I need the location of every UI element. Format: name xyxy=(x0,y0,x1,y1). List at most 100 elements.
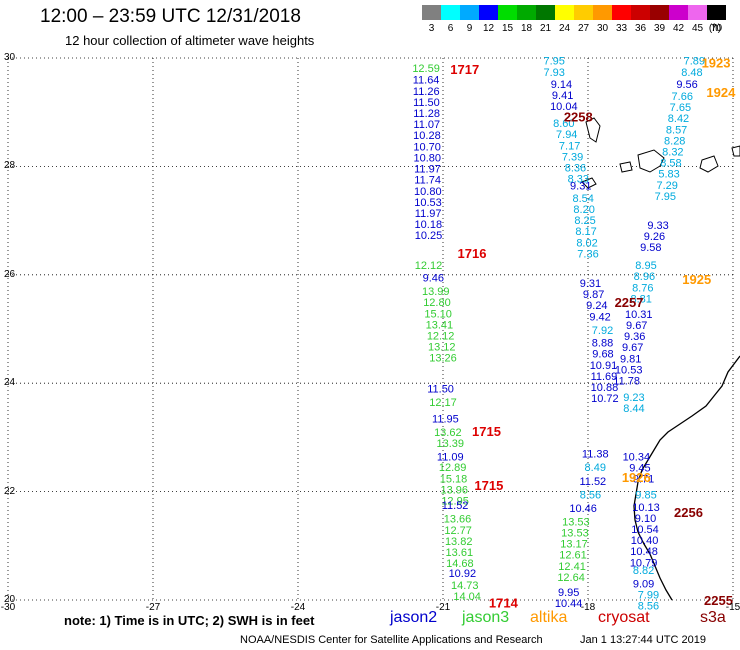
wave-height-value: 11.26 xyxy=(413,86,440,98)
wave-height-value: 8.96 xyxy=(634,271,655,283)
wave-height-value: 5.83 xyxy=(658,169,679,181)
pass-time-label: 2257 xyxy=(615,295,644,310)
wave-height-value: 9.56 xyxy=(676,79,697,91)
wave-height-value: 13.41 xyxy=(426,319,454,331)
wave-height-value: 7.93 xyxy=(543,67,564,79)
wave-height-value: 10.54 xyxy=(631,524,659,536)
wave-height-value: 12.64 xyxy=(557,572,585,584)
pass-time-labels: 1717 1716 1715 1715 1714 2258 2257 2256 2255 1923… xyxy=(450,55,736,610)
scale-swatch xyxy=(669,5,688,20)
wave-height-value: 11.78 xyxy=(613,375,640,387)
pass-time-label: 2255 xyxy=(704,593,733,608)
wave-height-value: 8.32 xyxy=(662,146,683,158)
scale-label: 39 xyxy=(653,23,666,34)
wave-height-value: 8.58 xyxy=(660,158,681,170)
wave-height-value: 13.39 xyxy=(436,438,464,450)
scale-label: 3 xyxy=(428,23,435,34)
wave-height-value: 11.52 xyxy=(579,476,606,488)
pass-time-label: 1924 xyxy=(706,85,736,100)
lon-label: -24 xyxy=(290,602,306,613)
scale-unit: (ft) xyxy=(708,23,722,34)
scale-label: 30 xyxy=(596,23,609,34)
pass-time-label: 1925 xyxy=(682,272,711,287)
wave-height-value: 9.23 xyxy=(623,392,644,404)
wave-height-value: 11.28 xyxy=(413,108,440,120)
wave-height-value: 8.88 xyxy=(592,338,613,350)
wave-height-value: 8.28 xyxy=(664,135,685,147)
wave-height-value: 9.95 xyxy=(558,587,579,599)
wave-height-value: 7.65 xyxy=(670,102,691,114)
wave-height-value: 9.58 xyxy=(640,242,661,254)
pass-time-label: 1715 xyxy=(472,424,501,439)
scale-label: 27 xyxy=(577,23,590,34)
wave-height-value: 9.09 xyxy=(633,579,654,591)
credit-line: NOAA/NESDIS Center for Satellite Applica… xyxy=(240,634,543,646)
wave-height-value: 7.17 xyxy=(559,140,580,152)
lat-lon-grid xyxy=(7,57,734,601)
wave-height-value: 9.33 xyxy=(647,220,668,232)
scale-swatch xyxy=(631,5,650,20)
scale-label: 24 xyxy=(558,23,571,34)
wave-height-value: 9.81 xyxy=(620,353,641,365)
scale-swatch xyxy=(707,5,726,20)
scale-swatch xyxy=(460,5,479,20)
wave-height-value: 10.70 xyxy=(413,141,441,153)
pass-time-label: 1716 xyxy=(458,246,487,261)
wave-height-value: 8.25 xyxy=(574,215,595,227)
pass-time-label: 1923 xyxy=(702,55,731,70)
wave-height-value: 13.61 xyxy=(446,547,474,559)
wave-height-value: 12.12 xyxy=(415,260,443,272)
wave-height-value: 7.29 xyxy=(657,180,678,192)
lat-label: 26 xyxy=(4,268,16,280)
wave-height-value: 13.17 xyxy=(560,539,588,551)
canary-island-5 xyxy=(699,155,719,173)
wave-height-value: 8.56 xyxy=(580,489,601,501)
wave-height-value: 8.57 xyxy=(666,124,687,136)
wave-height-value: 12.12 xyxy=(427,331,455,343)
wave-height-value: 14.68 xyxy=(446,558,474,570)
lon-label: -18 xyxy=(580,602,596,613)
scale-label: 12 xyxy=(482,23,495,34)
wave-height-value: 8.33 xyxy=(568,174,589,186)
wave-height-value: 10.13 xyxy=(632,502,660,514)
lat-label: 30 xyxy=(4,52,16,63)
wave-height-value: 8.48 xyxy=(681,67,702,79)
wave-height-value: 9.31 xyxy=(570,180,591,192)
lon-label: -15 xyxy=(725,602,740,613)
scale-swatch xyxy=(536,5,555,20)
wave-height-value: 8.49 xyxy=(585,462,606,474)
wave-height-value: 10.53 xyxy=(615,364,643,376)
scale-swatch xyxy=(479,5,498,20)
wave-height-value: 9.45 xyxy=(629,462,650,474)
pass-time-label: 1714 xyxy=(489,596,519,611)
wave-height-value: 12.77 xyxy=(444,525,472,537)
coastlines xyxy=(581,117,740,601)
canary-island-6 xyxy=(731,145,740,157)
wave-height-value: 13.12 xyxy=(428,342,456,354)
wave-height-value: 8.02 xyxy=(576,237,597,249)
wave-height-value: 10.46 xyxy=(569,503,597,515)
wave-height-value: 9.85 xyxy=(635,489,656,501)
wave-height-value: 13.53 xyxy=(562,516,590,528)
scale-label: 15 xyxy=(501,23,514,34)
wave-height-value: 9.14 xyxy=(551,79,572,91)
wave-height-value: 11.09 xyxy=(437,451,464,463)
wave-height-value: 8.54 xyxy=(572,193,593,205)
wave-height-value: 12.17 xyxy=(429,397,457,409)
scale-swatch xyxy=(688,5,707,20)
lat-label: 22 xyxy=(4,485,16,497)
wave-height-value: 9.31 xyxy=(580,278,601,290)
wave-height-value: 8.44 xyxy=(623,403,644,415)
wave-height-value: 9.26 xyxy=(644,231,665,243)
legend-item-jason3: jason3 xyxy=(462,609,510,626)
legend-item-jason2: jason2 xyxy=(390,609,438,626)
wave-height-value: 9.87 xyxy=(583,289,604,301)
wave-height-value: 14.04 xyxy=(453,591,481,603)
wave-height-value: 13.26 xyxy=(429,353,457,365)
wave-height-value: 13.82 xyxy=(445,536,473,548)
wave-height-value: 13.99 xyxy=(422,286,450,298)
wave-height-value: 9.36 xyxy=(624,331,645,343)
wave-height-value: 9.10 xyxy=(635,513,656,525)
scale-label: 45 xyxy=(691,23,704,34)
lat-label: 20 xyxy=(4,594,16,605)
